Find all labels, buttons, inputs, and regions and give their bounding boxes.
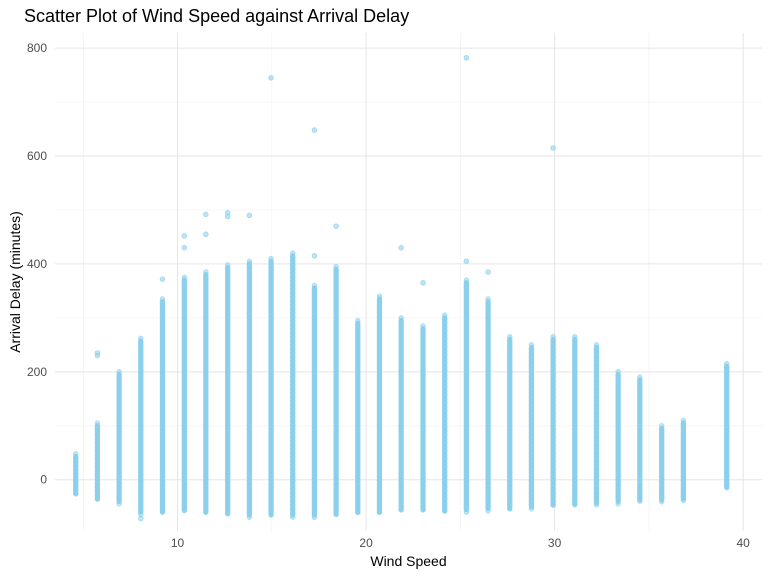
x-tick-label: 10: [171, 536, 185, 550]
data-point: [290, 514, 296, 520]
data-point: [225, 510, 231, 516]
data-point: [116, 501, 122, 507]
data-point: [442, 508, 448, 514]
data-point: [224, 213, 231, 220]
data-point: [398, 507, 404, 513]
data-point: [138, 515, 144, 522]
data-point: [637, 498, 643, 504]
data-point: [659, 499, 665, 505]
x-axis-title: Wind Speed: [370, 553, 446, 569]
y-axis-title: Arrival Delay (minutes): [7, 211, 23, 353]
data-point: [724, 485, 730, 491]
data-point: [550, 145, 556, 151]
x-tick-label: 30: [548, 536, 562, 550]
data-point: [572, 502, 578, 508]
data-point: [485, 508, 491, 514]
data-point: [333, 223, 339, 229]
data-point: [615, 501, 621, 507]
data-point: [463, 509, 470, 515]
data-point: [311, 127, 318, 133]
data-point: [246, 212, 253, 219]
data-point: [73, 491, 79, 497]
y-tick-label: 800: [27, 41, 47, 55]
data-point: [398, 245, 404, 251]
data-point: [355, 509, 361, 516]
data-point: [311, 514, 318, 521]
data-point: [268, 75, 274, 81]
y-tick-label: 0: [40, 473, 47, 487]
data-point: [463, 55, 470, 61]
data-point: [181, 233, 188, 239]
data-point: [94, 350, 101, 356]
x-tick-label: 40: [736, 536, 750, 550]
data-points: [73, 55, 730, 522]
data-point: [181, 245, 188, 251]
data-point: [680, 497, 687, 504]
data-point: [268, 511, 274, 518]
data-point: [550, 502, 556, 508]
data-point: [159, 508, 166, 514]
data-point: [311, 253, 318, 259]
data-point: [420, 507, 426, 513]
data-point: [203, 509, 209, 515]
x-tick-label: 20: [359, 536, 373, 550]
data-point: [203, 211, 209, 217]
chart-title: Scatter Plot of Wind Speed against Arriv…: [24, 6, 410, 26]
data-point: [376, 509, 383, 515]
data-point: [203, 231, 209, 237]
y-tick-label: 200: [27, 365, 47, 379]
y-tick-label: 400: [27, 257, 47, 271]
data-point: [463, 258, 470, 264]
data-point: [246, 514, 253, 520]
data-point: [593, 502, 600, 508]
y-tick-label: 600: [27, 149, 47, 163]
data-point: [181, 506, 187, 513]
data-point: [420, 280, 426, 286]
data-point: [507, 506, 513, 512]
data-point: [485, 269, 491, 275]
data-point: [159, 276, 166, 282]
data-point: [94, 496, 101, 502]
data-point: [528, 506, 535, 512]
data-point: [333, 511, 339, 518]
